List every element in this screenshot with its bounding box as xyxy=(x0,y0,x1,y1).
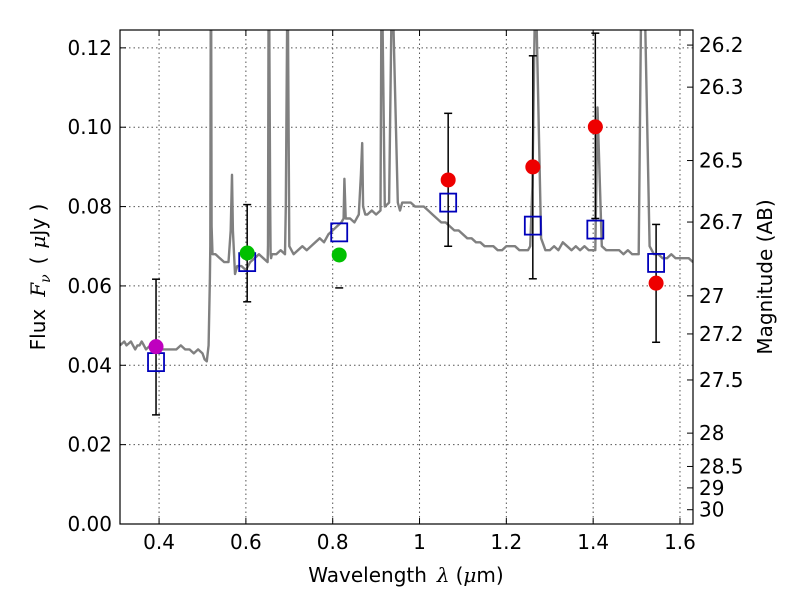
y-tick-label-3: 0.06 xyxy=(67,274,112,298)
plot-frame xyxy=(119,29,694,525)
y-axis-label: FluxFν(μJy ) xyxy=(26,204,54,351)
y-tick-label-5: 0.10 xyxy=(67,115,112,139)
y2-tick-label-8: 28.5 xyxy=(699,454,744,478)
x-tick-label-1: 0.6 xyxy=(230,530,262,554)
model-spectrum-line xyxy=(120,30,693,363)
observed-point-0 xyxy=(148,339,164,355)
x-tick-label-2: 0.8 xyxy=(317,530,349,554)
data-markers xyxy=(147,32,666,416)
x-tick-label-4: 1.2 xyxy=(490,530,522,554)
y2-tick-label-3: 26.7 xyxy=(699,210,744,234)
y2-tick-label-0: 26.2 xyxy=(699,33,744,57)
axis-ticks: 0.4 0.6 0.8 1 1.2 1.4 1.6 0.00 0.02 0.04 0.06 0.08 0… xyxy=(67,30,744,554)
y2-tick-label-7: 28 xyxy=(699,421,724,445)
y2-tick-label-4: 27 xyxy=(699,284,724,308)
y2-axis-label: Magnitude (AB) xyxy=(753,199,777,354)
y2-tick-label-6: 27.5 xyxy=(699,368,744,392)
x-tick-label-0: 0.4 xyxy=(143,530,175,554)
y2-tick-label-1: 26.3 xyxy=(699,75,744,99)
y-tick-label-2: 0.04 xyxy=(67,353,112,377)
model-photometry-square-4 xyxy=(523,215,542,236)
y-tick-label-1: 0.02 xyxy=(67,433,112,457)
y2-tick-label-9: 29 xyxy=(699,476,724,500)
model-photometry-square-2 xyxy=(330,222,349,243)
y2-tick-label-5: 27.2 xyxy=(699,322,744,346)
observed-point-6 xyxy=(648,275,664,291)
model-photometry-square-3 xyxy=(439,192,458,213)
x-axis-label: Wavelength λ (μm) xyxy=(308,563,503,587)
x-tick-label-3: 1 xyxy=(413,530,426,554)
observed-point-2 xyxy=(331,247,347,263)
y2-tick-label-10: 30 xyxy=(699,498,724,522)
x-tick-label-6: 1.6 xyxy=(664,530,696,554)
model-photometry-square-5 xyxy=(586,219,605,240)
observed-point-3 xyxy=(440,172,456,188)
observed-point-1 xyxy=(239,245,255,261)
model-photometry-square-6 xyxy=(647,253,666,273)
y-tick-label-6: 0.12 xyxy=(67,36,112,60)
y-tick-label-4: 0.08 xyxy=(67,195,112,219)
x-tick-label-5: 1.4 xyxy=(577,530,609,554)
observed-point-4 xyxy=(525,159,541,175)
y2-tick-label-2: 26.5 xyxy=(699,149,744,173)
plot-area xyxy=(120,30,693,363)
y-tick-label-0: 0.00 xyxy=(67,512,112,536)
observed-point-5 xyxy=(587,119,603,135)
